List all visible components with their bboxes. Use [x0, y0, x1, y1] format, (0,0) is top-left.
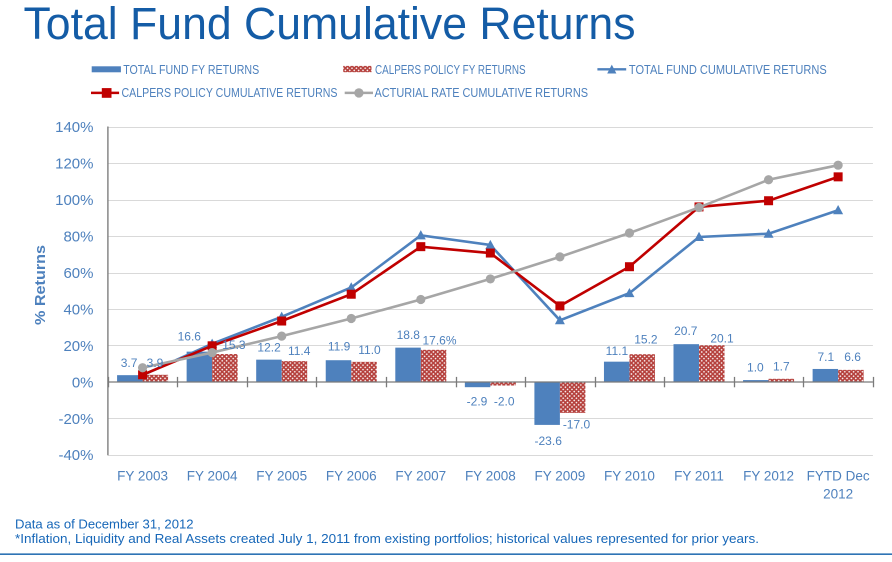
- svg-text:FY 2011: FY 2011: [674, 468, 724, 483]
- svg-text:0%: 0%: [72, 374, 94, 391]
- svg-text:FY 2010: FY 2010: [604, 468, 655, 483]
- svg-text:100%: 100%: [55, 192, 93, 209]
- svg-text:140%: 140%: [55, 119, 93, 136]
- svg-text:% Returns: % Returns: [32, 245, 49, 325]
- svg-text:11.4: 11.4: [288, 344, 311, 358]
- svg-text:15.2: 15.2: [634, 332, 658, 346]
- svg-text:-20%: -20%: [58, 411, 93, 428]
- svg-text:FYTD Dec: FYTD Dec: [807, 468, 870, 483]
- svg-text:CALPERS POLICY CUMULATIVE RETU: CALPERS POLICY CUMULATIVE RETURNS: [122, 85, 338, 100]
- svg-text:Total Fund Cumulative Returns: Total Fund Cumulative Returns: [24, 0, 636, 49]
- svg-text:ACTURIAL RATE CUMULATIVE RETUR: ACTURIAL RATE CUMULATIVE RETURNS: [375, 85, 589, 100]
- svg-text:6.6: 6.6: [844, 350, 861, 364]
- svg-text:-40%: -40%: [58, 447, 93, 464]
- svg-text:FY 2012: FY 2012: [743, 468, 794, 483]
- svg-text:1.7: 1.7: [773, 359, 790, 373]
- svg-text:11.1: 11.1: [606, 344, 629, 358]
- svg-text:FY 2003: FY 2003: [117, 468, 168, 483]
- svg-text:TOTAL FUND FY RETURNS: TOTAL FUND FY RETURNS: [123, 62, 259, 77]
- svg-text:FY 2006: FY 2006: [326, 468, 377, 483]
- svg-text:20.1: 20.1: [710, 331, 734, 345]
- svg-text:120%: 120%: [55, 156, 93, 173]
- svg-text:FY 2004: FY 2004: [187, 468, 238, 483]
- svg-text:15.3: 15.3: [222, 338, 246, 352]
- svg-text:1.0: 1.0: [747, 361, 764, 375]
- svg-text:CALPERS POLICY FY RETURNS: CALPERS POLICY FY RETURNS: [375, 62, 526, 77]
- svg-text:-23.6: -23.6: [535, 434, 563, 448]
- svg-text:16.6: 16.6: [178, 329, 202, 343]
- svg-text:3.7: 3.7: [121, 356, 138, 370]
- svg-text:11.0: 11.0: [358, 343, 381, 357]
- svg-text:FY 2008: FY 2008: [465, 468, 516, 483]
- svg-text:80%: 80%: [63, 228, 93, 245]
- svg-text:60%: 60%: [63, 265, 93, 282]
- svg-text:-2.0: -2.0: [494, 395, 515, 409]
- svg-text:FY 2005: FY 2005: [256, 468, 307, 483]
- svg-text:7.1: 7.1: [817, 350, 834, 364]
- svg-text:2012: 2012: [823, 487, 853, 502]
- svg-text:FY 2009: FY 2009: [535, 468, 586, 483]
- svg-text:3.9: 3.9: [147, 356, 164, 370]
- svg-text:12.2: 12.2: [257, 340, 281, 354]
- svg-text:FY 2007: FY 2007: [395, 468, 446, 483]
- svg-text:-2.9: -2.9: [467, 395, 488, 409]
- svg-text:11.9: 11.9: [328, 339, 351, 353]
- svg-text:40%: 40%: [63, 301, 93, 318]
- svg-text:Data as of December 31, 2012: Data as of December 31, 2012: [15, 518, 194, 532]
- svg-text:-17.0: -17.0: [563, 418, 591, 432]
- svg-text:TOTAL FUND CUMULATIVE RETURNS: TOTAL FUND CUMULATIVE RETURNS: [629, 62, 827, 77]
- svg-text:20%: 20%: [63, 338, 93, 355]
- svg-text:17.6%: 17.6%: [422, 333, 456, 347]
- svg-text:*Inflation, Liquidity and Real: *Inflation, Liquidity and Real Assets cr…: [15, 532, 759, 546]
- svg-text:20.7: 20.7: [674, 324, 698, 338]
- svg-text:18.8: 18.8: [397, 328, 421, 342]
